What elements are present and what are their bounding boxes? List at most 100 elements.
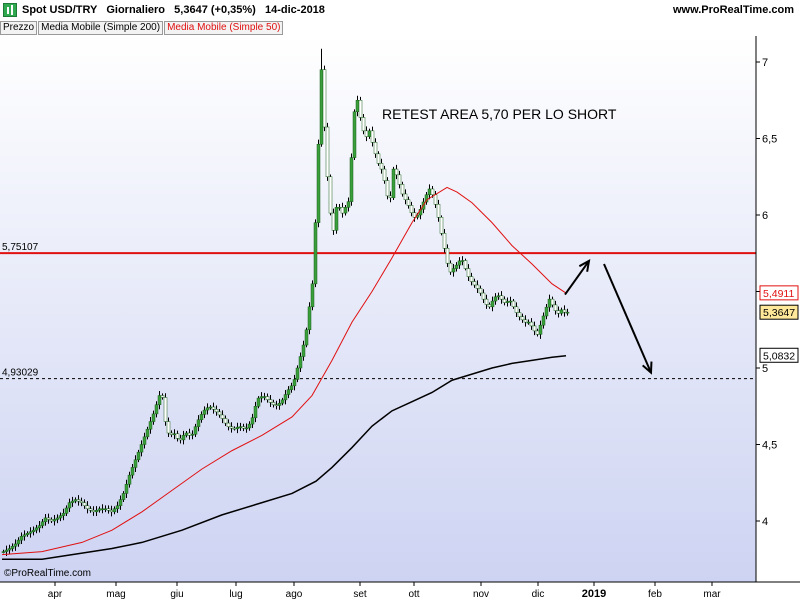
candle [175, 430, 180, 442]
candle [382, 165, 387, 184]
candle-body [355, 100, 360, 112]
candle-body [370, 130, 375, 143]
level-label-0: 5,75107 [2, 242, 39, 253]
candle [112, 506, 117, 515]
candle [352, 109, 357, 161]
candle-body [484, 298, 489, 305]
candle-body [499, 295, 504, 300]
candle-body [253, 406, 258, 418]
candle-body [250, 417, 255, 425]
candle-body [199, 414, 204, 421]
candle-body [142, 436, 147, 445]
candle-body [166, 421, 171, 434]
candle-body [520, 316, 525, 321]
candle [361, 114, 366, 135]
candle-body [292, 379, 297, 387]
value-box-2 [759, 347, 799, 363]
x-tick-label: ott [408, 589, 419, 600]
y-tick-label: 5 [762, 363, 768, 375]
legend-ma200[interactable]: Media Mobile (Simple 200) [38, 21, 164, 35]
candle [271, 399, 276, 408]
candle-body [304, 329, 309, 346]
candle-body [70, 500, 75, 503]
candle-body [532, 325, 537, 332]
candle-body [307, 306, 312, 330]
candle-body [37, 525, 42, 529]
legend-ma50[interactable]: Media Mobile (Simple 50) [164, 21, 284, 35]
candle-body [1, 551, 6, 553]
candle-body [391, 168, 396, 199]
candle-body [490, 300, 495, 308]
candle-body [85, 505, 90, 510]
candle-body [277, 402, 282, 406]
candle-body [517, 312, 522, 317]
candle-body [538, 324, 543, 335]
candle-body [457, 260, 462, 266]
candle [451, 263, 456, 277]
candles [1, 48, 570, 556]
candle [358, 96, 363, 121]
chart-title: Spot USD/TRY Giornaliero 5,3647 (+0,35%)… [22, 4, 325, 16]
candle-body [265, 396, 270, 400]
candle-body [337, 207, 342, 209]
candle [115, 501, 120, 513]
candle-body [124, 484, 129, 494]
candle-body [241, 426, 246, 429]
candle [469, 272, 474, 286]
candle-body [61, 513, 66, 516]
candle-body [238, 426, 243, 428]
candle-body [121, 493, 126, 500]
candle-body [466, 268, 471, 277]
candle [562, 305, 567, 317]
candle [145, 426, 150, 440]
candle-body [154, 404, 159, 415]
candle-body [289, 385, 294, 390]
candle [67, 498, 72, 512]
candle-body [550, 298, 555, 306]
candle-body [223, 418, 228, 424]
candle-body [451, 268, 456, 273]
x-tick-label: feb [648, 589, 662, 600]
arrow-head-icon [642, 361, 653, 375]
candle [235, 422, 240, 434]
candle-body [97, 508, 102, 511]
candle [31, 526, 36, 536]
candle [436, 199, 441, 222]
candle [295, 365, 300, 383]
candle [13, 539, 18, 551]
candle-body [322, 69, 327, 128]
candle-body [316, 143, 321, 223]
candle-body [64, 507, 69, 514]
candle-body [430, 188, 435, 195]
candle [409, 201, 414, 217]
prorealtime-logo-icon [3, 3, 17, 17]
candle [448, 260, 453, 275]
candle-body [463, 260, 468, 269]
candle [205, 403, 210, 415]
candle [1, 549, 6, 554]
candle-body [49, 519, 54, 522]
candle [214, 405, 219, 416]
candle [16, 537, 21, 547]
candle-body [205, 407, 210, 411]
site-url[interactable]: www.ProRealTime.com [672, 4, 794, 16]
candle-body [346, 201, 351, 208]
candle-body [280, 399, 285, 404]
value-box-label-0: 5,4911 [763, 288, 794, 300]
candle [154, 401, 159, 418]
candle-body [208, 406, 213, 409]
candle-body [271, 402, 276, 405]
candle-body [529, 321, 534, 327]
candle-body [4, 549, 9, 552]
legend-price[interactable]: Prezzo [0, 21, 38, 35]
candle-body [436, 204, 441, 218]
candle-body [505, 301, 510, 303]
candle-body [193, 426, 198, 435]
candle [514, 302, 519, 317]
candle [130, 464, 135, 479]
candle [280, 397, 285, 406]
candle [454, 262, 459, 272]
candle-body [244, 427, 249, 430]
candle [58, 512, 63, 522]
